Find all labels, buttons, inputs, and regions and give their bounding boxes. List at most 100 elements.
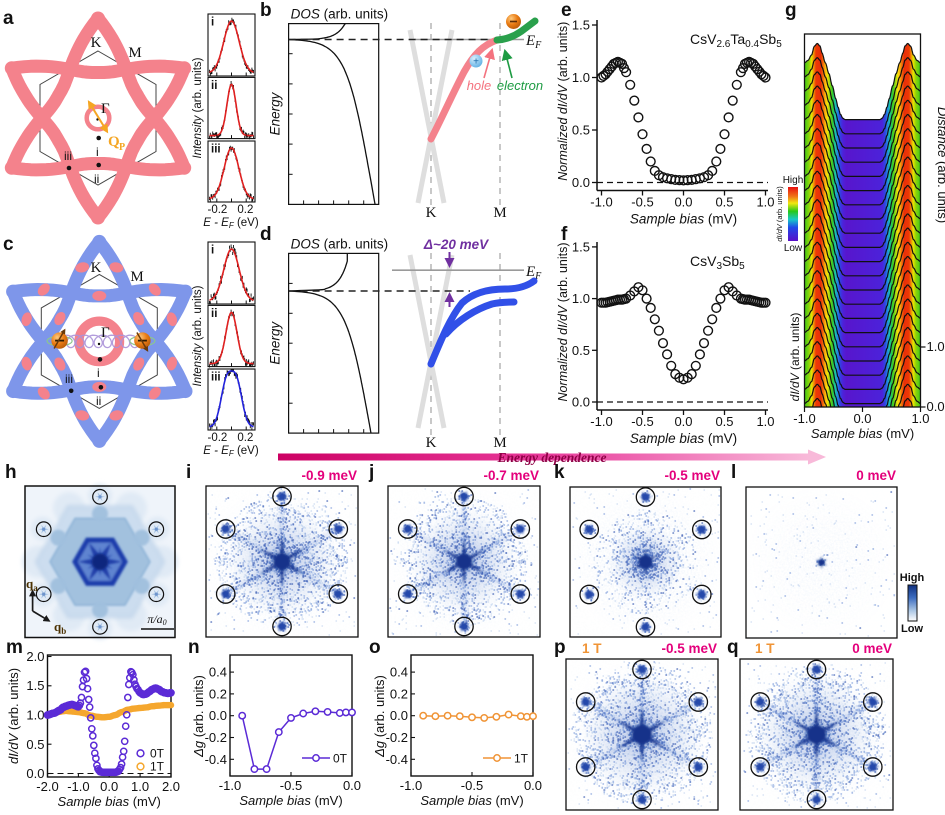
svg-text:ii: ii	[96, 394, 101, 408]
svg-text:l: l	[731, 462, 736, 483]
svg-text:-1.0: -1.0	[590, 414, 612, 429]
svg-text:0.0: 0.0	[343, 778, 361, 793]
svg-text:-0.4: -0.4	[205, 752, 227, 767]
svg-text:2.0: 2.0	[162, 779, 180, 794]
svg-text:Energy: Energy	[268, 321, 283, 365]
svg-text:-0.5: -0.5	[631, 414, 653, 429]
svg-text:-0.5 meV: -0.5 meV	[664, 468, 720, 483]
svg-text:m: m	[6, 637, 23, 658]
svg-text:1.5: 1.5	[572, 239, 590, 254]
svg-text:High: High	[900, 572, 925, 584]
svg-text:k: k	[554, 462, 565, 483]
svg-text:-0.7 meV: -0.7 meV	[483, 468, 539, 483]
svg-text:M: M	[493, 435, 506, 451]
svg-text:o: o	[369, 637, 381, 658]
svg-text:Normalized dI/dV (arb. units): Normalized dI/dV (arb. units)	[556, 242, 570, 401]
svg-text:c: c	[3, 234, 14, 255]
svg-text:0.4: 0.4	[390, 665, 408, 680]
svg-text:iii: iii	[65, 372, 73, 386]
svg-text:K: K	[91, 260, 102, 276]
svg-text:-0.2: -0.2	[207, 432, 227, 444]
svg-text:n: n	[188, 637, 200, 658]
svg-text:1.0: 1.0	[26, 708, 44, 723]
svg-text:ii: ii	[94, 172, 99, 186]
svg-text:Low: Low	[784, 243, 803, 254]
svg-text:1.0: 1.0	[911, 411, 929, 426]
svg-text:d: d	[260, 224, 272, 245]
svg-text:ii: ii	[211, 80, 217, 92]
svg-text:Δg (arb. units): Δg (arb. units)	[191, 675, 206, 758]
svg-text:-0.5: -0.5	[631, 195, 653, 210]
svg-text:0.5: 0.5	[572, 123, 590, 138]
svg-text:Energy: Energy	[268, 91, 283, 135]
svg-text:0.5: 0.5	[572, 343, 590, 358]
svg-text:1 T: 1 T	[755, 641, 775, 656]
svg-text:0.2: 0.2	[237, 204, 253, 216]
svg-text:1.0: 1.0	[131, 779, 149, 794]
svg-text:E - EF (eV): E - EF (eV)	[203, 445, 259, 458]
svg-text:0.0: 0.0	[674, 195, 692, 210]
svg-text:1.5: 1.5	[572, 18, 590, 33]
svg-text:M: M	[493, 205, 506, 221]
svg-text:h: h	[5, 462, 17, 483]
svg-text:M: M	[130, 269, 143, 285]
svg-text:i: i	[211, 17, 214, 29]
svg-text:Sample bias (mV): Sample bias (mV)	[58, 794, 161, 809]
svg-text:0.0: 0.0	[927, 399, 945, 414]
svg-text:CsV3Sb5: CsV3Sb5	[690, 253, 745, 272]
svg-text:1T: 1T	[150, 760, 165, 774]
svg-text:Δg (arb. units): Δg (arb. units)	[372, 675, 387, 758]
svg-text:0.0: 0.0	[853, 411, 871, 426]
svg-text:0.2: 0.2	[237, 432, 253, 444]
svg-text:0.0: 0.0	[572, 175, 590, 190]
svg-text:0.0: 0.0	[572, 395, 590, 410]
svg-text:0.0: 0.0	[390, 708, 408, 723]
svg-text:-1.0: -1.0	[219, 778, 241, 793]
svg-text:-0.4: -0.4	[386, 752, 408, 767]
svg-text:-0.9 meV: -0.9 meV	[301, 468, 357, 483]
svg-text:DOS (arb. units): DOS (arb. units)	[291, 236, 389, 251]
svg-text:Sample bias (mV): Sample bias (mV)	[630, 212, 737, 227]
svg-text:0.0: 0.0	[524, 778, 542, 793]
svg-text:-1.0: -1.0	[67, 779, 89, 794]
svg-text:a: a	[3, 8, 14, 29]
svg-text:1.0: 1.0	[572, 70, 590, 85]
svg-text:0T: 0T	[333, 752, 348, 766]
svg-text:1.0: 1.0	[572, 291, 590, 306]
svg-text:-0.5: -0.5	[280, 778, 302, 793]
svg-text:q: q	[727, 637, 739, 658]
svg-text:CsV2.6Ta0.4Sb5: CsV2.6Ta0.4Sb5	[690, 31, 782, 50]
svg-text:1.0: 1.0	[756, 195, 774, 210]
svg-text:1.0: 1.0	[756, 414, 774, 429]
svg-text:Sample bias (mV): Sample bias (mV)	[811, 426, 914, 441]
svg-text:-0.5 meV: -0.5 meV	[661, 641, 717, 656]
svg-text:-1.0: -1.0	[400, 778, 422, 793]
svg-text:Low: Low	[901, 623, 923, 635]
svg-text:2.0: 2.0	[26, 649, 44, 664]
svg-text:dI/dV (arb. units): dI/dV (arb. units)	[788, 313, 802, 402]
svg-text:f: f	[561, 224, 568, 245]
svg-text:Γ: Γ	[101, 101, 110, 117]
svg-text:-0.5: -0.5	[461, 778, 483, 793]
svg-text:K: K	[91, 35, 102, 51]
svg-text:E - EF (eV): E - EF (eV)	[203, 217, 259, 230]
svg-text:i: i	[97, 366, 100, 380]
svg-text:K: K	[426, 205, 437, 221]
svg-text:High: High	[783, 175, 804, 186]
svg-text:-1.0: -1.0	[793, 411, 815, 426]
svg-text:Γ: Γ	[101, 325, 110, 341]
svg-text:0.5: 0.5	[715, 414, 733, 429]
svg-text:-0.2: -0.2	[207, 204, 227, 216]
svg-text:+: +	[473, 57, 479, 68]
svg-text:0T: 0T	[150, 747, 165, 761]
svg-text:Distance (arb. units): Distance (arb. units)	[935, 107, 945, 223]
svg-text:1.0: 1.0	[927, 339, 945, 354]
svg-text:π/a0: π/a0	[147, 612, 166, 627]
svg-text:Δ~20 meV: Δ~20 meV	[423, 237, 489, 252]
svg-text:1.5: 1.5	[26, 678, 44, 693]
svg-text:0.0: 0.0	[674, 414, 692, 429]
svg-text:1T: 1T	[514, 752, 529, 766]
svg-text:Intensity (arb. units): Intensity (arb. units)	[192, 285, 204, 386]
svg-text:i: i	[186, 462, 191, 483]
svg-text:Sample bias (mV): Sample bias (mV)	[420, 793, 523, 808]
